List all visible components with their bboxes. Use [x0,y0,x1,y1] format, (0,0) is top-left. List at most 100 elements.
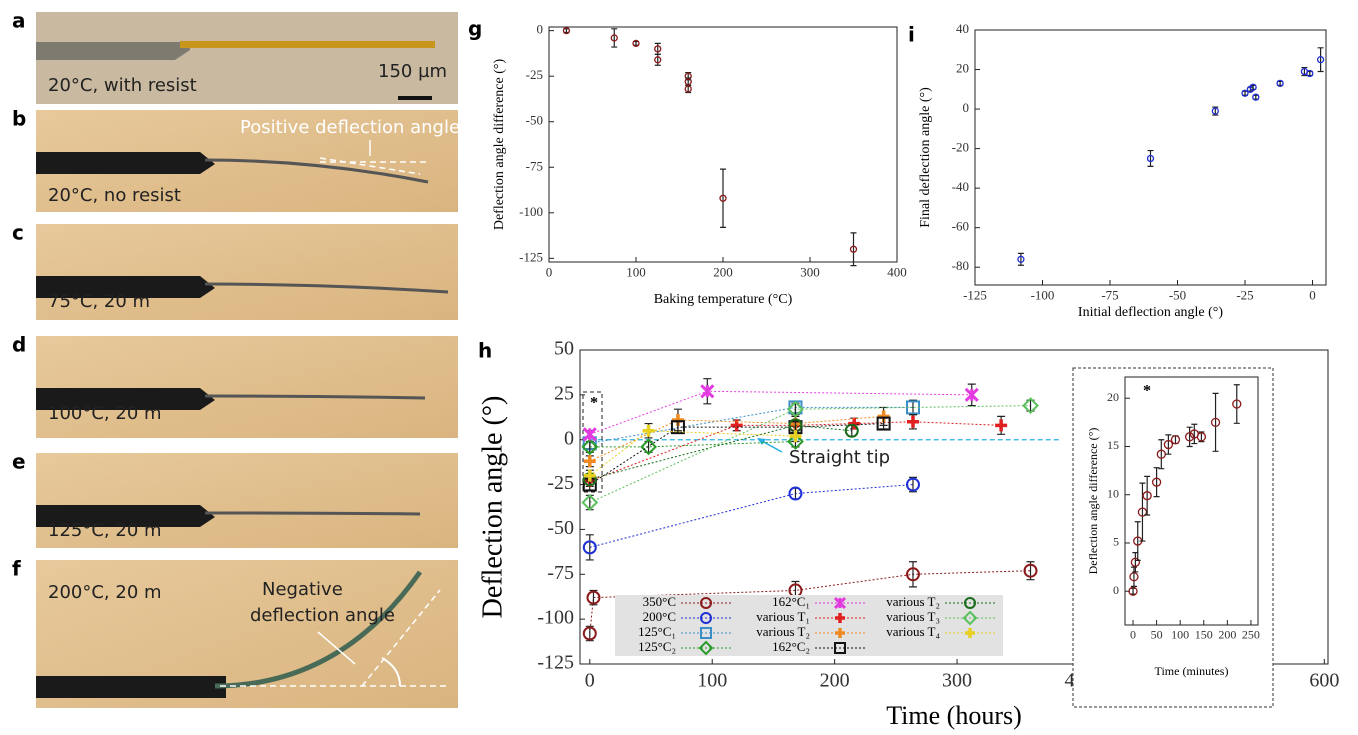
marker [632,39,640,48]
substrate [36,676,226,698]
x-tick-label: 0 [1130,628,1136,642]
marker [787,400,804,418]
marker [1232,399,1242,409]
marker [1196,432,1207,442]
marker [905,567,920,582]
marker [700,384,715,399]
marker [995,419,1008,432]
marker [1306,69,1314,78]
scale-bar-label: 150 µm [378,61,447,82]
y-tick-label: -75 [547,562,574,584]
y-tick-label: 20 [1107,390,1119,404]
marker [1184,432,1195,442]
marker [700,627,712,639]
marker [1017,255,1025,263]
panel-letter: d [12,333,26,357]
y-tick-label: 0 [963,100,970,115]
marker [700,597,712,609]
photo-caption: 100°C, 20 m [48,403,162,424]
series-line [589,484,914,548]
error-bar [1317,47,1324,73]
guide [319,157,421,175]
marker [610,34,618,42]
legend-label: various T₂ [756,624,810,639]
cantilever [204,158,429,184]
marker [965,628,975,638]
y-axis-label: Deflection angle difference (°) [492,59,507,231]
marker [1252,93,1260,101]
y-tick-label: 50 [554,338,574,360]
arc [381,657,401,687]
photo-caption: 20°C, no resist [48,185,181,206]
error-bar [791,487,800,500]
error-bar [1191,423,1198,445]
x-tick-label: 400 [887,265,907,280]
error-bar [1198,431,1205,443]
marker [640,438,657,456]
photo [36,336,458,438]
x-tick-label: 0 [546,265,553,280]
y-tick-label: -100 [537,607,574,629]
panel-letter: a [12,9,26,33]
x-tick-label: 100 [1171,628,1189,642]
plot-frame [579,349,1329,665]
marker [1241,89,1249,97]
error-bar [589,589,598,606]
y-tick-label: 0 [537,22,544,37]
annotation: * [590,395,598,412]
y-axis-label: Deflection angle difference (°) [1086,428,1100,575]
photo-caption: 125°C, 20 m [48,520,162,541]
error-bar [585,625,594,642]
series-line [589,441,796,448]
legend [615,595,1003,656]
series-line [589,423,884,485]
panel-letter: i [908,23,915,47]
error-bar [1134,521,1141,561]
y-tick-label: 10 [1107,486,1119,500]
error-bar [720,168,726,228]
x-tick-label: 200 [820,670,850,692]
series-line [589,570,1031,634]
marker [964,387,979,402]
photo-note: Negative [262,579,343,600]
y-tick-label: -25 [547,472,574,494]
error-bar [1212,392,1219,452]
marker [582,427,597,442]
marker [581,438,599,456]
marker [1137,507,1148,517]
cantilever [180,41,435,48]
marker [833,596,847,610]
marker [962,610,978,626]
substrate [36,505,215,527]
error-bar [654,42,661,55]
annotation: Straight tip [789,447,890,468]
scale-bar [398,96,432,100]
guide [361,589,441,687]
y-tick-label: -50 [526,113,543,128]
y-tick-label: -50 [547,517,574,539]
marker [1316,56,1325,64]
legend-label: various T₁ [756,609,810,624]
x-tick-label: 200 [713,265,733,280]
legend-label: various T₂ [886,594,940,609]
y-tick-label: 25 [554,382,574,404]
marker [642,424,655,437]
marker [835,613,845,623]
error-bar [850,232,857,267]
marker [1210,417,1221,428]
marker [583,455,596,468]
y-tick-label: -100 [519,204,543,219]
x-tick-label: -125 [963,288,987,303]
marker [1151,477,1162,487]
error-bar [1153,467,1160,498]
error-bar [585,534,594,561]
marker [876,416,891,431]
x-tick-label: 300 [800,265,820,280]
x-tick-label: 100 [626,265,646,280]
highlight-box [582,391,603,493]
error-bar [1165,434,1172,455]
marker [1129,572,1139,582]
substrate [36,152,215,174]
y-tick-label: -25 [526,67,543,82]
marker [670,420,685,435]
